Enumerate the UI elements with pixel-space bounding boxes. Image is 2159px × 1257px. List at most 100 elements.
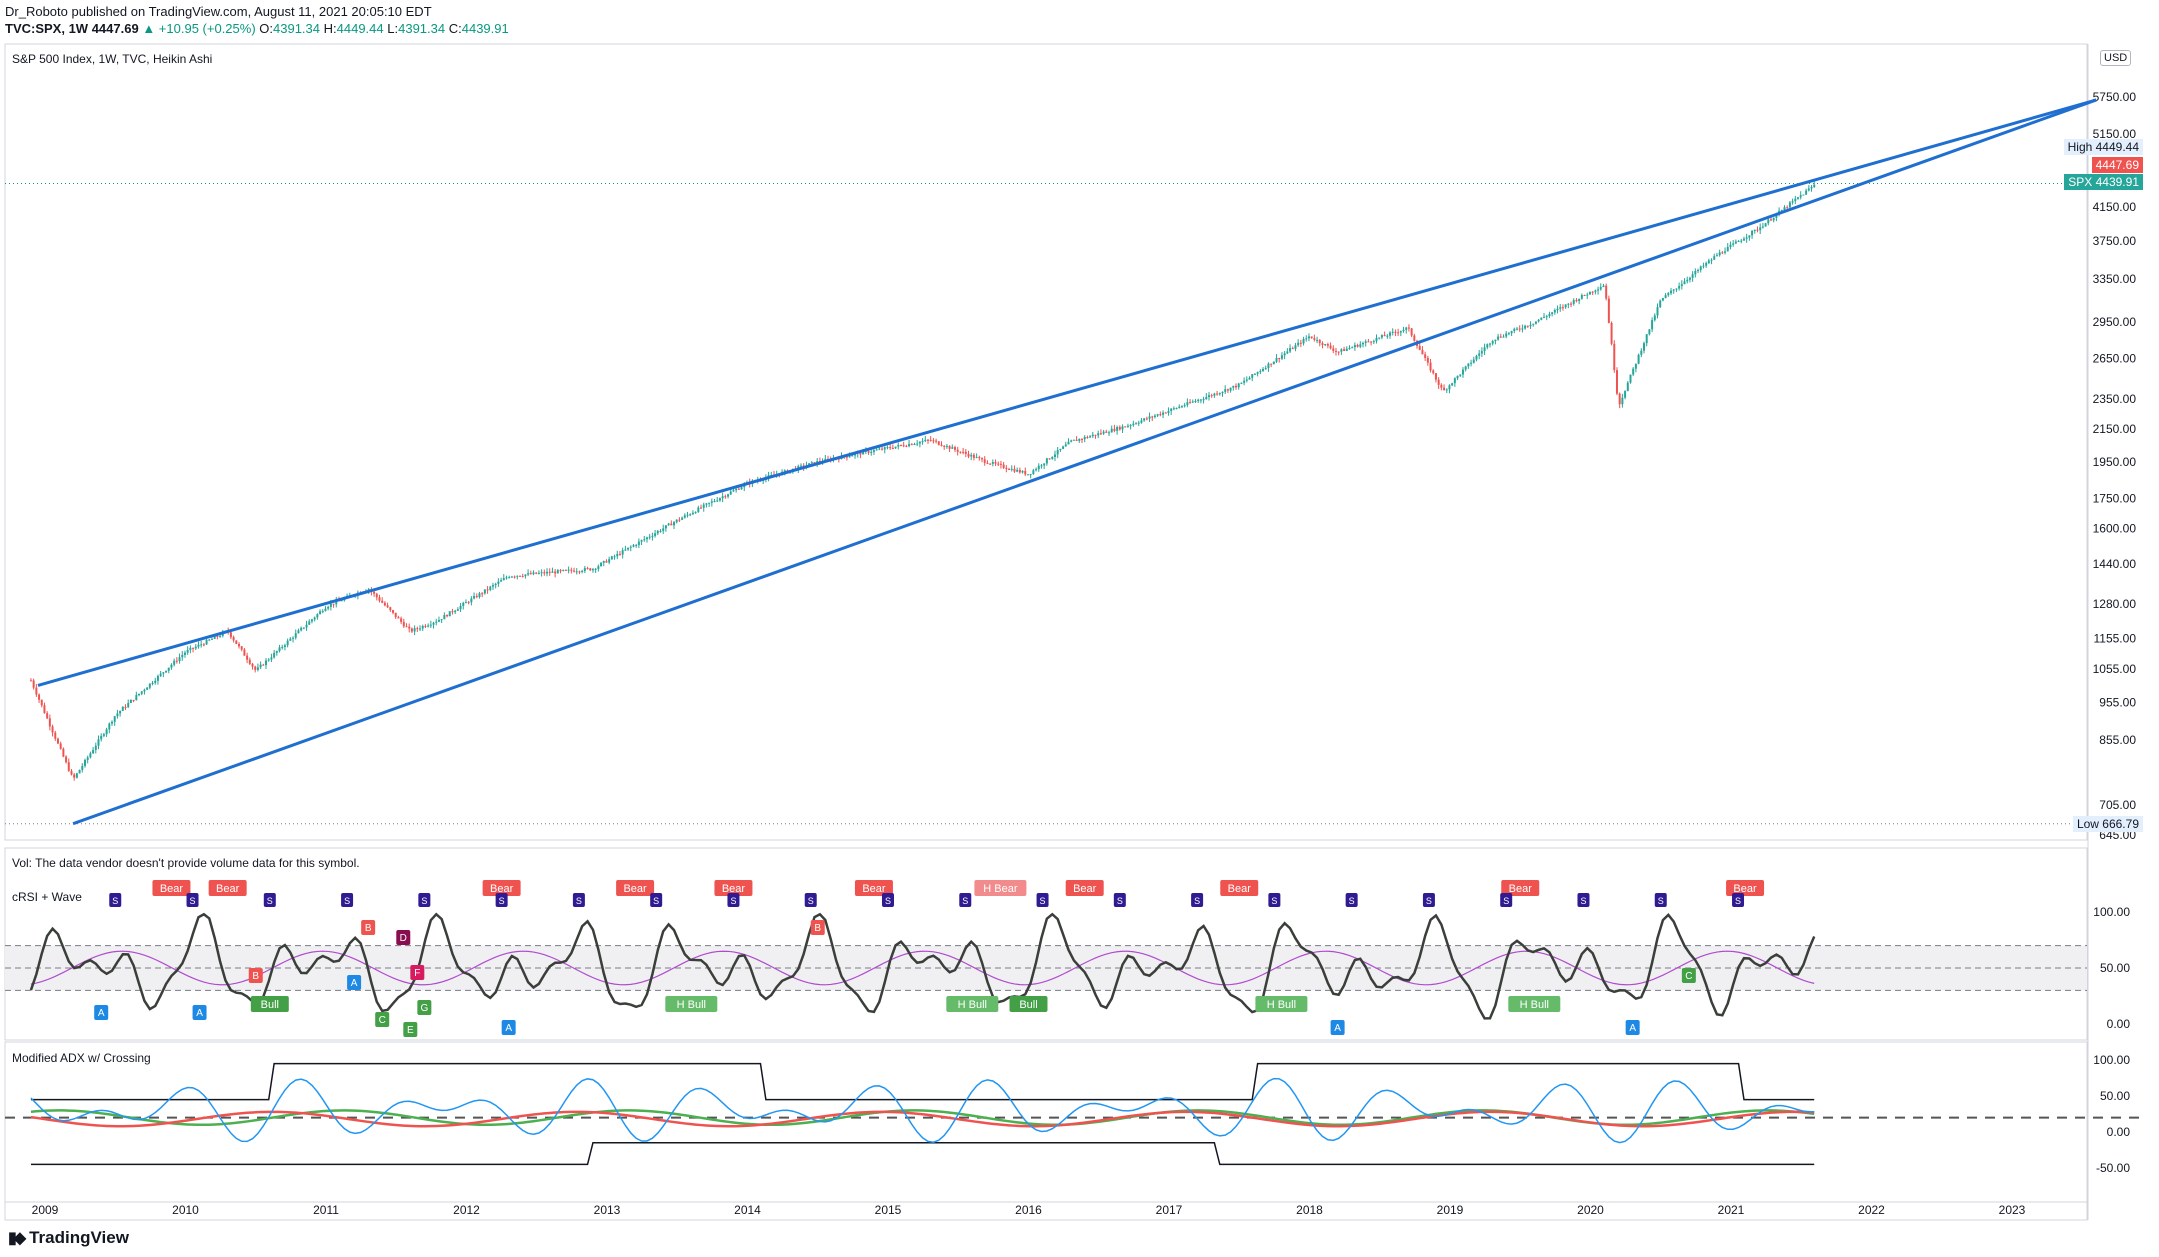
- crsi-sell-marker: [263, 893, 276, 907]
- candle-body: [1710, 259, 1713, 261]
- price-tick-label: 5750.00: [2093, 90, 2137, 104]
- candle-body: [1618, 393, 1621, 405]
- candle-body: [1580, 295, 1583, 299]
- candle-body: [1742, 238, 1745, 241]
- crsi-marker-text: A: [1629, 1023, 1636, 1034]
- candle-body: [1305, 338, 1308, 340]
- low-label: L:: [387, 21, 399, 36]
- candle-body: [962, 451, 965, 453]
- candle-body: [1507, 333, 1510, 335]
- candle-body: [1578, 298, 1581, 302]
- candle-body: [424, 625, 427, 627]
- candle-body: [256, 667, 259, 670]
- candle-body: [1567, 303, 1570, 305]
- candle-body: [273, 652, 276, 658]
- candle-body: [456, 609, 459, 611]
- candle-body: [1545, 316, 1548, 318]
- crsi-marker-text: E: [407, 1025, 414, 1036]
- candle-body: [481, 593, 484, 595]
- candle-body: [1307, 336, 1310, 339]
- candle-body: [664, 525, 667, 529]
- crsi-tick-label: 50.00: [2100, 961, 2130, 975]
- adx-di-minus-line: [30, 1110, 1815, 1128]
- crsi-sell-text: S: [1735, 896, 1741, 906]
- crsi-signal-text: Bear: [490, 883, 514, 895]
- candle-body: [489, 586, 492, 590]
- candle-body: [1456, 375, 1459, 379]
- candle-body: [1610, 322, 1613, 344]
- candle-body: [189, 647, 192, 650]
- candle-body: [1105, 431, 1108, 433]
- candle-body: [297, 630, 300, 634]
- candle-body: [1229, 387, 1232, 391]
- candle-body: [397, 617, 400, 619]
- time-tick-label: 2014: [734, 1203, 761, 1217]
- candle-body: [975, 457, 978, 459]
- candle-body: [154, 680, 157, 683]
- candle-body: [1543, 316, 1546, 318]
- crsi-sell-text: S: [190, 896, 196, 906]
- candle-body: [232, 637, 235, 641]
- currency-button[interactable]: USD: [2100, 50, 2132, 66]
- candle-body: [210, 638, 213, 640]
- crsi-pane: [4, 847, 2088, 1041]
- candle-body: [905, 446, 908, 448]
- candle-body: [546, 571, 549, 574]
- candle-body: [1475, 355, 1478, 360]
- candle-body: [394, 612, 397, 618]
- candle-body: [108, 723, 111, 730]
- adx-tick-label: 100.00: [2093, 1053, 2130, 1067]
- candle-body: [1270, 363, 1273, 365]
- candle-body: [129, 699, 132, 703]
- candle-body: [662, 528, 665, 531]
- candle-body: [535, 572, 538, 574]
- publisher-line: Dr_Roboto published on TradingView.com, …: [5, 4, 432, 19]
- candle-body: [1421, 349, 1424, 355]
- candle-body: [689, 514, 692, 516]
- crsi-signal-text: H Bull: [677, 999, 706, 1011]
- candle-body: [1070, 440, 1073, 442]
- volume-note: Vol: The data vendor doesn't provide vol…: [12, 856, 360, 870]
- candle-body: [319, 611, 322, 615]
- candle-body: [1794, 198, 1797, 202]
- candle-body: [578, 571, 581, 573]
- candle-body: [1642, 343, 1645, 351]
- candle-body: [1805, 190, 1808, 195]
- candle-body: [908, 443, 911, 447]
- candle-body: [1153, 415, 1156, 418]
- crsi-marker-f: [410, 965, 425, 980]
- crsi-marker-text: D: [400, 933, 407, 944]
- candle-body: [32, 680, 35, 688]
- crsi-wave-line: [30, 950, 1815, 986]
- time-tick-label: 2012: [453, 1203, 480, 1217]
- candle-body: [1575, 300, 1578, 302]
- candle-body: [1445, 389, 1448, 391]
- candle-body: [1194, 401, 1197, 403]
- candle-body: [1237, 383, 1240, 388]
- candle-body: [559, 570, 562, 572]
- candle-body: [73, 774, 76, 778]
- candle-body: [1529, 324, 1532, 327]
- candle-body: [473, 596, 476, 599]
- candle-body: [1769, 219, 1772, 221]
- candle-body: [881, 448, 884, 450]
- crsi-sell-marker: [804, 893, 817, 907]
- candle-body: [1135, 423, 1138, 425]
- candle-body: [1802, 194, 1805, 196]
- candle-body: [1226, 389, 1229, 391]
- tradingview-logo[interactable]: ▮◆ TradingView: [8, 1228, 129, 1248]
- crsi-signal-bull: [1009, 996, 1048, 1012]
- candle-body: [937, 441, 940, 445]
- candle-body: [1526, 325, 1529, 327]
- candle-body: [1216, 393, 1219, 395]
- crsi-signal-hbull: [1255, 996, 1308, 1012]
- candle-body: [510, 576, 513, 578]
- candle-body: [1199, 399, 1202, 401]
- candle-body: [494, 583, 497, 586]
- candle-body: [1418, 346, 1421, 350]
- candle-body: [1183, 405, 1186, 407]
- price-change: ▲ +10.95 (+0.25%): [142, 21, 256, 36]
- candle-body: [467, 602, 470, 604]
- candle-body: [943, 445, 946, 447]
- candle-body: [175, 660, 178, 662]
